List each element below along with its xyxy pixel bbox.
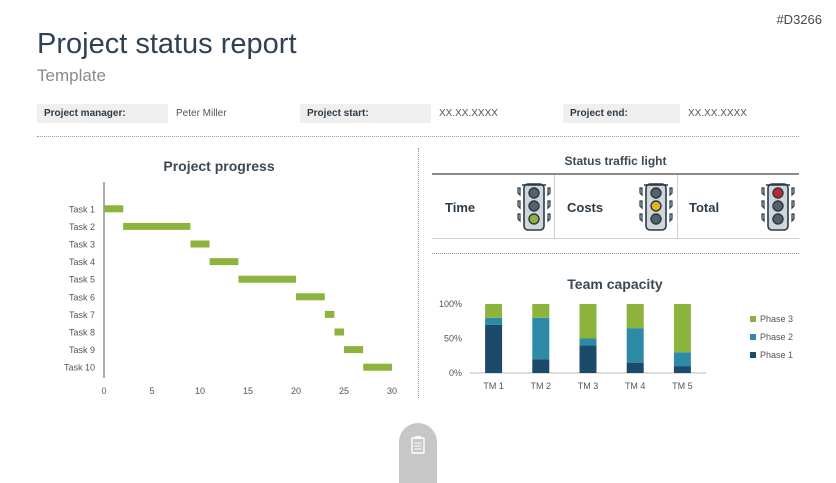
costs-label: Costs xyxy=(567,200,604,215)
traffic-light-costs-icon xyxy=(639,183,673,231)
capacity-legend-label: Phase 2 xyxy=(760,332,793,342)
status-cell-divider xyxy=(677,175,678,238)
status-bottom-rule xyxy=(432,238,799,239)
capacity-legend-label: Phase 3 xyxy=(760,314,793,324)
gantt-task-label: Task 5 xyxy=(69,275,95,285)
gantt-bar xyxy=(344,346,364,354)
gantt-task-label: Task 3 xyxy=(69,240,95,250)
capacity-x-tick: TM 5 xyxy=(672,381,693,391)
status-title: Status traffic light xyxy=(564,154,667,168)
capacity-y-tick: 50% xyxy=(444,334,462,344)
status-cell-divider xyxy=(554,175,555,238)
capacity-y-tick: 0% xyxy=(449,368,462,378)
gantt-bar xyxy=(296,293,325,301)
gantt-task-label: Task 2 xyxy=(69,222,95,232)
project-start-label: Project start: xyxy=(300,104,431,123)
capacity-bar-segment xyxy=(485,317,503,325)
total-label: Total xyxy=(689,200,720,215)
project-end-label: Project end: xyxy=(563,104,680,123)
capacity-x-tick: TM 4 xyxy=(625,381,646,391)
gantt-bar xyxy=(209,258,239,266)
capacity-bar-segment xyxy=(626,362,644,373)
gantt-bar xyxy=(334,328,344,336)
capacity-x-tick: TM 2 xyxy=(531,381,552,391)
clipboard-icon xyxy=(411,436,425,454)
capacity-legend-swatch xyxy=(750,334,756,340)
capacity-bar-segment xyxy=(579,338,597,346)
gantt-bar xyxy=(324,310,335,318)
gantt-x-tick: 15 xyxy=(243,386,253,396)
slide-id: #D3266 xyxy=(776,12,822,27)
page-subtitle: Template xyxy=(37,66,106,85)
capacity-legend-swatch xyxy=(750,352,756,358)
capacity-bar-segment xyxy=(485,304,503,318)
gantt-bar xyxy=(363,363,392,371)
header-divider xyxy=(37,136,799,137)
capacity-bar-segment xyxy=(673,304,691,353)
capacity-bar-segment xyxy=(673,352,691,367)
gantt-bar xyxy=(238,275,296,283)
project-start-value: XX.XX.XXXX xyxy=(439,108,498,119)
gantt-task-label: Task 9 xyxy=(69,345,95,355)
project-manager-value: Peter Miller xyxy=(176,108,227,119)
gantt-x-tick: 5 xyxy=(149,386,154,396)
capacity-bar-segment xyxy=(532,359,550,373)
gantt-title: Project progress xyxy=(163,158,275,174)
capacity-bar-segment xyxy=(532,317,550,360)
capacity-bar-segment xyxy=(532,304,550,318)
gantt-x-tick: 0 xyxy=(101,386,106,396)
capacity-title: Team capacity xyxy=(567,276,663,292)
capacity-y-tick: 100% xyxy=(439,299,462,309)
capacity-x-tick: TM 3 xyxy=(578,381,599,391)
gantt-chart: Task 1 Task 2 Task 3 Task 4 Task 5 Task 6 Task… xyxy=(64,182,397,396)
capacity-bar-segment xyxy=(626,328,644,363)
gantt-bar xyxy=(190,240,210,248)
gantt-task-label: Task 1 xyxy=(69,204,95,214)
gantt-task-label: Task 10 xyxy=(64,363,95,373)
traffic-light-time-icon xyxy=(517,183,551,231)
notes-tab[interactable] xyxy=(399,423,437,483)
traffic-light-total-icon xyxy=(761,183,795,231)
gantt-task-label: Task 4 xyxy=(69,257,95,267)
page-title: Project status report xyxy=(37,28,297,60)
gantt-x-tick: 30 xyxy=(387,386,397,396)
capacity-legend-label: Phase 1 xyxy=(760,350,793,360)
gantt-task-label: Task 7 xyxy=(69,310,95,320)
gantt-task-label: Task 8 xyxy=(69,328,95,338)
capacity-bar-segment xyxy=(579,345,597,373)
capacity-bar-segment xyxy=(579,304,597,339)
gantt-bar xyxy=(104,205,124,213)
column-divider xyxy=(418,148,419,398)
project-end-value: XX.XX.XXXX xyxy=(688,108,747,119)
capacity-bar-segment xyxy=(485,324,503,373)
gantt-x-tick: 25 xyxy=(339,386,349,396)
time-label: Time xyxy=(445,200,476,215)
status-divider xyxy=(432,253,799,254)
capacity-chart: 100% 50% 0% TM 1 TM 2 TM 3 TM 4 TM 5 Phase 3 Phas… xyxy=(439,299,793,391)
gantt-x-tick: 10 xyxy=(195,386,205,396)
project-manager-label: Project manager: xyxy=(37,104,168,123)
gantt-task-label: Task 6 xyxy=(69,292,95,302)
capacity-legend-swatch xyxy=(750,316,756,322)
status-top-rule xyxy=(432,173,799,175)
capacity-bar-segment xyxy=(673,366,691,373)
gantt-bar xyxy=(123,222,191,230)
capacity-bar-segment xyxy=(626,304,644,329)
gantt-x-tick: 20 xyxy=(291,386,301,396)
capacity-x-tick: TM 1 xyxy=(483,381,504,391)
